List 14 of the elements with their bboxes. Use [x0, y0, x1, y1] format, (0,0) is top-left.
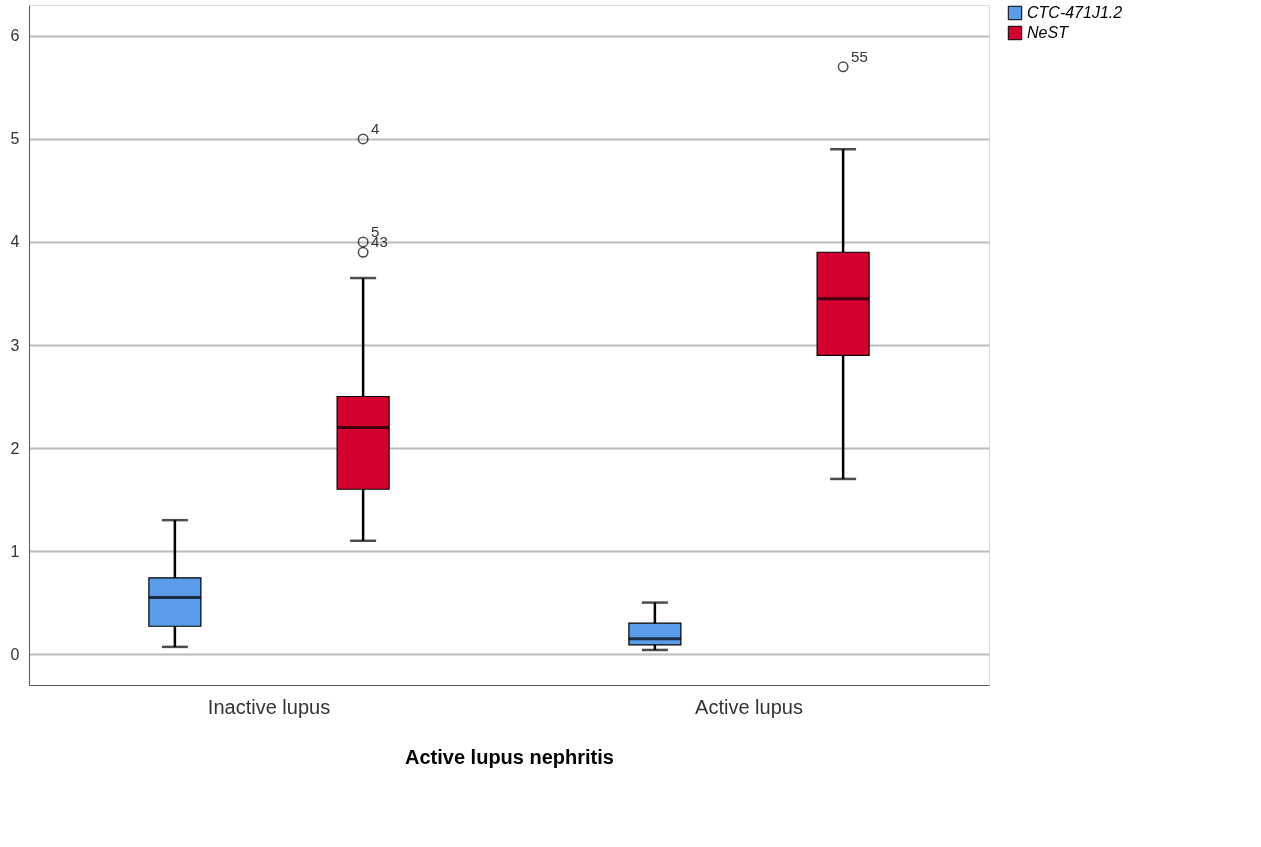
- y-tick-label: 5: [10, 130, 20, 148]
- x-tick-label: Inactive lupus: [207, 695, 331, 718]
- legend-label: CTC-471J1.2: [1027, 4, 1123, 21]
- y-tick-label: 2: [10, 439, 20, 457]
- y-tick-label: 1: [10, 542, 20, 560]
- y-tick-label: 3: [10, 336, 20, 354]
- annotation: 4: [371, 119, 380, 137]
- annotation: 55: [851, 47, 868, 65]
- y-tick-label: 4: [10, 233, 20, 251]
- legend-label: NeST: [1027, 24, 1070, 41]
- y-tick-label: 0: [10, 645, 20, 663]
- x-tick-label: Active lupus: [695, 695, 803, 718]
- y-tick-label: 6: [10, 27, 20, 45]
- x-axis-title: Active lupus nephritis: [405, 745, 614, 768]
